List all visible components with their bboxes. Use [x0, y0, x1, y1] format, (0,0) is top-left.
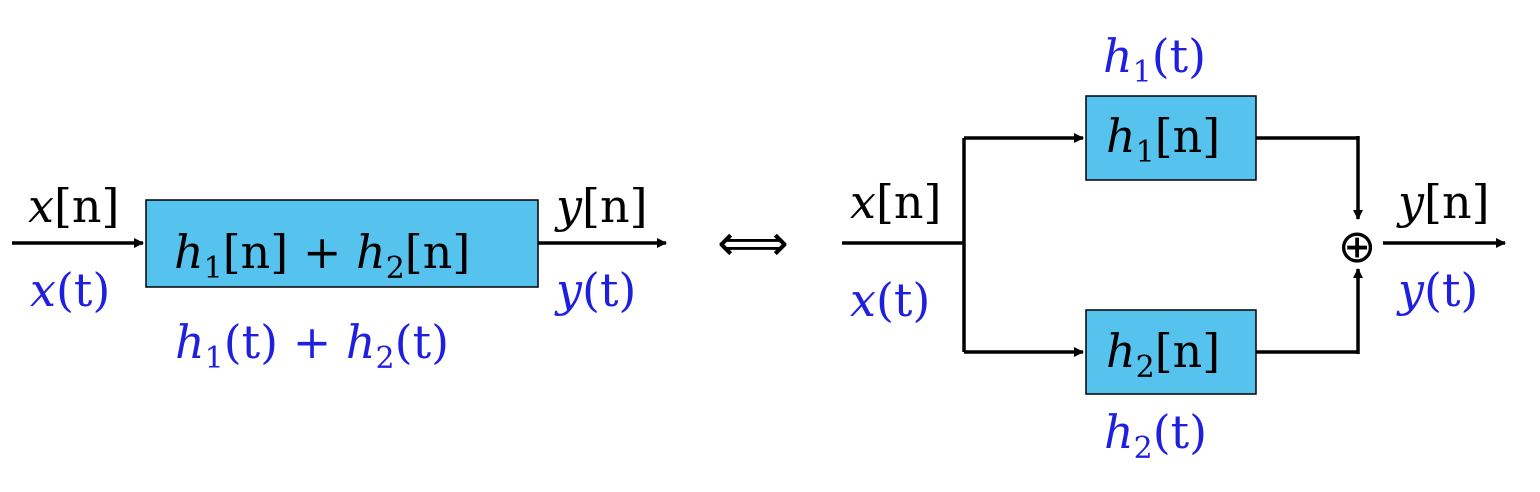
right-top-block-continuous-label: h1(t) — [1103, 29, 1206, 90]
right-bottom-block-label: h2[n] — [1106, 324, 1220, 385]
left-input-discrete-label: x[n] — [28, 179, 119, 233]
right-input-continuous-label: x(t) — [850, 273, 930, 327]
right-input-discrete-label: x[n] — [850, 175, 941, 229]
left-system: x[n] x(t) h1[n] + h2[n] h1(t) + h2(t) y[… — [12, 179, 667, 376]
left-input-continuous-label: x(t) — [30, 263, 110, 317]
left-block-continuous-label: h1(t) + h2(t) — [175, 315, 449, 376]
left-combined-block — [145, 199, 539, 288]
right-bottom-block-continuous-label: h2(t) — [1104, 405, 1207, 466]
left-output-discrete-label: y[n] — [554, 179, 648, 233]
left-block-label: h1[n] + h2[n] — [174, 225, 470, 286]
right-output-continuous-label: y(t) — [1396, 263, 1478, 317]
adder-symbol: ⊕ — [1338, 219, 1377, 273]
equivalence-symbol: ⟺ — [717, 214, 789, 272]
right-top-block — [1085, 95, 1257, 181]
right-top-block-label: h1[n] — [1106, 109, 1220, 170]
right-output-discrete-label: y[n] — [1396, 175, 1490, 229]
left-output-continuous-label: y(t) — [554, 263, 636, 317]
right-system: ⊕ x[n] x(t) h1(t) h1[n] h2[n] h2(t) y[n]… — [842, 29, 1506, 466]
